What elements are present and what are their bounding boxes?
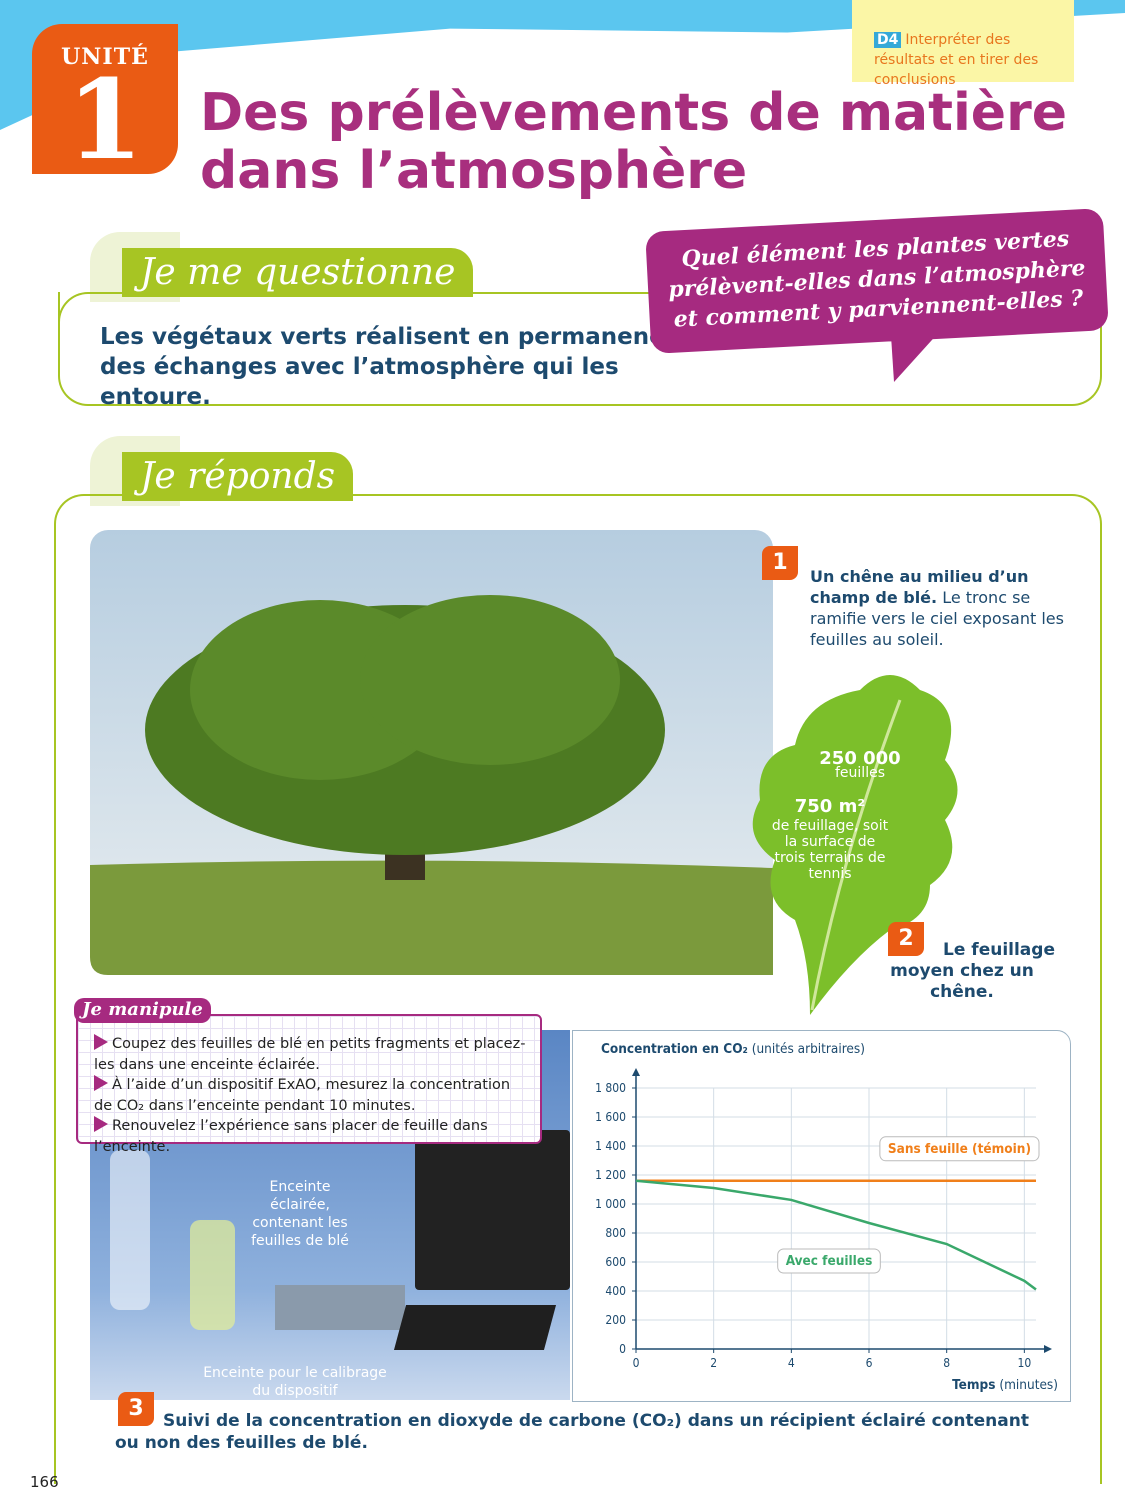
answer-box [54,494,1102,1484]
leaf-stat: 250 000 feuilles [800,748,920,781]
y-unit: (unités arbitraires) [752,1041,865,1057]
stat-value: 750 m² [794,796,866,817]
y-tick-label: 400 [605,1284,626,1298]
step: À l’aide d’un dispositif ExAO, mesurez l… [94,1075,530,1116]
y-tick-label: 200 [605,1313,626,1327]
y-tick-label: 1 800 [595,1081,626,1095]
photo-oak [90,530,773,975]
title-line: dans l’atmosphère [200,141,748,201]
competency-text: Interpréter des résultats et en tirer de… [874,32,1039,88]
photo-label: Enceinte éclairée, contenant les feuille… [251,1179,349,1249]
section-heading: Je réponds [122,452,354,501]
x-tick-label: 6 [866,1356,873,1370]
y-tick-label: 1 400 [595,1139,626,1153]
competency-code: D4 [874,32,902,48]
y-tick-label: 1 000 [595,1197,626,1211]
doc1-caption: Un chêne au milieu d’un champ de blé. Le… [810,566,1070,650]
manipulation-title: Je manipule [74,998,211,1023]
doc-number: 2 [888,922,924,956]
leaf [752,675,958,1015]
stat-label: de feuillage, soit la surface de trois t… [771,818,889,882]
y-tick-label: 1 600 [595,1110,626,1124]
question-bubble: Quel élément les plantes vertes prélèven… [645,208,1109,354]
series-line [635,1179,1037,1291]
series-name: Avec feuilles [786,1253,873,1269]
x-tick-label: 0 [633,1356,640,1370]
series-name: Sans feuille (témoin) [888,1141,1031,1157]
y-tick-label: 1 200 [595,1168,626,1182]
series-label: Avec feuilles [777,1248,881,1274]
page-number: 166 [30,1473,59,1491]
series-label-box [777,1248,881,1274]
step: Coupez des feuilles de blé en petits fra… [94,1034,530,1075]
chart-box: Concentration en CO₂ (unités arbitraires… [572,1030,1071,1402]
x-axis-label: Temps (minutes) [952,1377,1058,1393]
series-label-box [879,1136,1040,1162]
step: Renouvelez l’expérience sans placer de f… [94,1116,530,1157]
unit-number: 1 [66,55,144,184]
competency: D4 Interpréter des résultats et en tirer … [852,0,1074,88]
x-label: Temps [952,1377,995,1393]
title-line: Des prélèvements de matière [200,83,1067,143]
y-tick-label: 0 [619,1342,626,1356]
y-axis-label: Concentration en CO₂ (unités arbitraires… [601,1041,865,1057]
step-text: À l’aide d’un dispositif ExAO, mesurez l… [94,1077,511,1114]
x-arrow [1044,1345,1052,1353]
doc-number: 3 [118,1392,154,1426]
stat-label: feuilles [835,765,885,781]
manipulation: Je manipule Coupez des feuilles de blé e… [74,998,542,1155]
unit-label: UNITÉ [61,44,149,70]
leaf-stat: 750 m² de feuillage, soit la surface de … [770,796,890,882]
chart: Concentration en CO₂ (unités arbitraires… [595,1041,1058,1393]
step-text: Coupez des feuilles de blé en petits fra… [94,1036,526,1073]
doc3-caption: Suivi de la concentration en dioxyde de … [115,1411,1029,1453]
step-text: Renouvelez l’expérience sans placer de f… [94,1118,488,1155]
y-tick-label: 600 [605,1255,626,1269]
section-heading: Je me questionne [122,248,474,297]
y-label: Concentration en CO₂ [601,1041,748,1057]
doc2-caption: Le feuillage moyen chez un chêne. [890,940,1055,1002]
doc-number: 1 [762,546,798,580]
keyboard [393,1305,557,1350]
unit-badge: UNITÉ 1 [32,24,178,184]
question-text: Les végétaux verts réalisent en permanen… [100,324,679,410]
x-tick-label: 8 [943,1356,950,1370]
series-label: Sans feuille (témoin) [879,1136,1040,1162]
title: Des prélèvements de matière dans l’atmos… [200,84,1067,200]
x-tick-label: 2 [710,1356,717,1370]
x-unit: (minutes) [999,1377,1058,1393]
y-tick-label: 800 [605,1226,626,1240]
x-tick-label: 10 [1017,1356,1031,1370]
y-arrow [632,1068,640,1076]
interface [275,1285,405,1330]
stat-value: 250 000 [819,748,901,769]
x-tick-label: 4 [788,1356,795,1370]
doc1-text: Le tronc se ramifie vers le ciel exposan… [810,588,1064,649]
bottle [190,1220,235,1330]
photo-label: Enceinte pour le calibrage du dispositif [203,1365,387,1399]
monitor [415,1130,570,1290]
doc1-title: Un chêne au milieu d’un champ de blé. [810,567,1029,607]
bottle [110,1150,150,1310]
